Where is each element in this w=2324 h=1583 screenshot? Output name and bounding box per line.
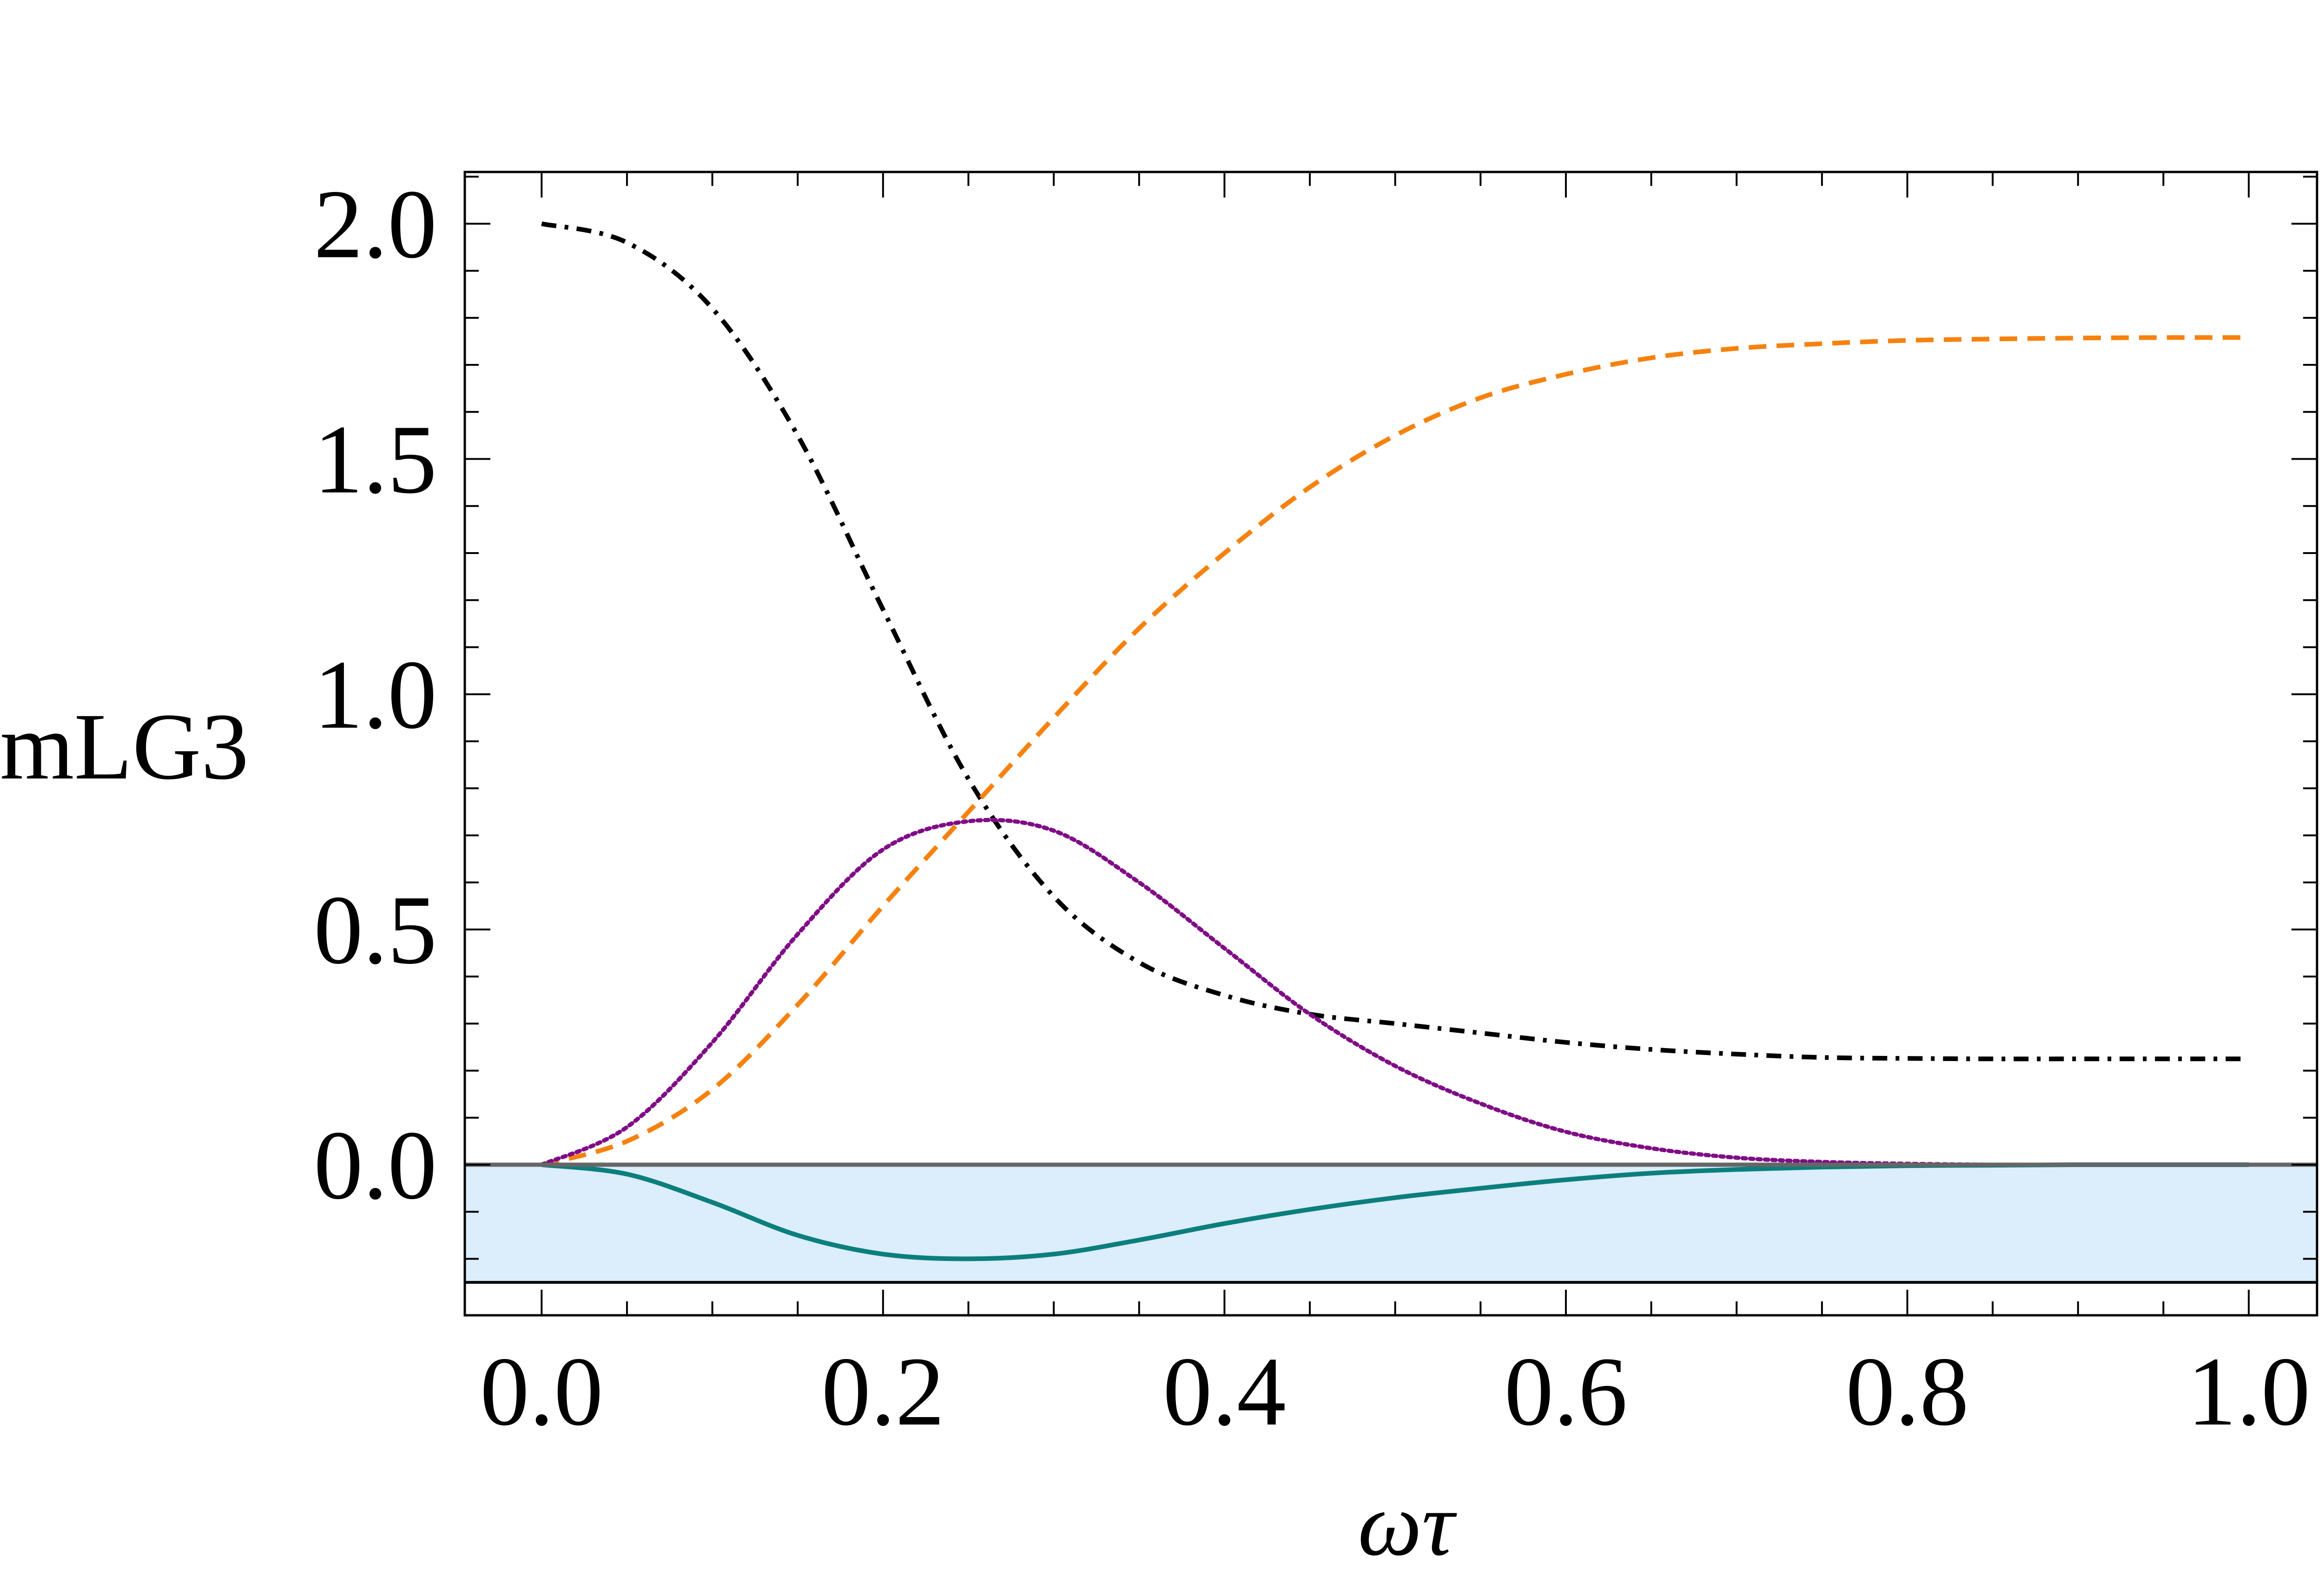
- x-tick-label: 0.0: [480, 1337, 603, 1446]
- y-axis-title: mLG3: [0, 694, 249, 799]
- x-tick-labels: 0.0 0.2 0.4 0.6 0.8 1.0: [480, 1337, 2311, 1446]
- x-tick-label: 0.6: [1504, 1337, 1627, 1446]
- series-line-dotted-purple: [539, 818, 2251, 1167]
- x-axis-title: ωτ: [1358, 1474, 1457, 1575]
- series-layer: [539, 221, 2251, 1261]
- y-tick-label: 2.0: [314, 169, 437, 278]
- y-tick-label: 1.5: [314, 405, 437, 514]
- x-tick-label: 1.0: [2187, 1337, 2311, 1446]
- y-tick-label: 0.0: [314, 1110, 437, 1220]
- series-line-dash-dot-black: [541, 221, 2249, 1062]
- y-tick-label: 0.5: [314, 875, 437, 984]
- x-tick-label: 0.8: [1846, 1337, 1969, 1446]
- y-tick-label: 1.0: [314, 640, 437, 749]
- ticks-layer: [465, 172, 2317, 1315]
- plot-frame: [463, 171, 2318, 1317]
- x-tick-label: 0.2: [821, 1337, 944, 1446]
- y-tick-labels: 0.0 0.5 1.0 1.5 2.0: [314, 169, 437, 1220]
- x-tick-label: 0.4: [1163, 1337, 1286, 1446]
- shaded-region: [465, 1165, 2317, 1283]
- series-line-dashed-orange: [541, 335, 2249, 1167]
